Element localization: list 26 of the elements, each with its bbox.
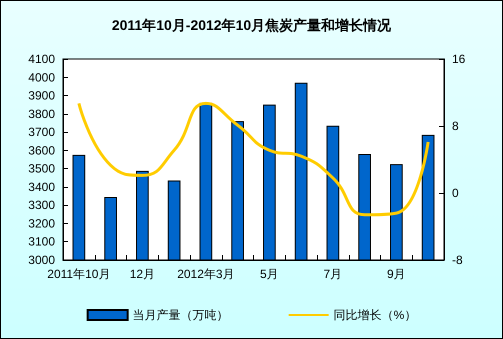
y-tick-label: 3300 (28, 198, 56, 212)
y-tick-label: 3700 (28, 125, 56, 140)
y-tick-label: 3800 (28, 106, 56, 121)
y-tick-label: 3600 (28, 143, 56, 158)
line-series (77, 102, 430, 216)
y2-tick-label: -8 (452, 253, 463, 267)
y-tick-label: 3900 (28, 88, 56, 103)
x-tick-label: 2011年10月 (47, 267, 110, 281)
legend-label: 当月产量（万吨） (132, 308, 229, 322)
y-tick-label: 3400 (28, 180, 56, 194)
x-tick-label: 12月 (130, 267, 156, 281)
y2-tick-label: 8 (452, 119, 459, 133)
y-tick-label: 3500 (28, 162, 56, 176)
y-tick-label: 3100 (28, 234, 56, 249)
x-tick-label: 7月 (324, 267, 342, 281)
x-tick-label: 5月 (260, 267, 279, 281)
y-tick-label: 3200 (28, 216, 56, 230)
y2-tick-label: 0 (452, 186, 459, 200)
y2-tick-label: 16 (452, 52, 466, 66)
y-tick-label: 4100 (28, 52, 56, 66)
y-tick-label: 3000 (28, 253, 56, 267)
legend-label: 同比增长（%） (334, 308, 416, 322)
x-tick-label: 9月 (387, 267, 406, 281)
chart-title: 2011年10月-2012年10月焦炭产量和增长情况 (112, 17, 392, 33)
y-tick-label: 4000 (28, 70, 56, 84)
x-tick-label: 2012年3月 (177, 267, 235, 281)
